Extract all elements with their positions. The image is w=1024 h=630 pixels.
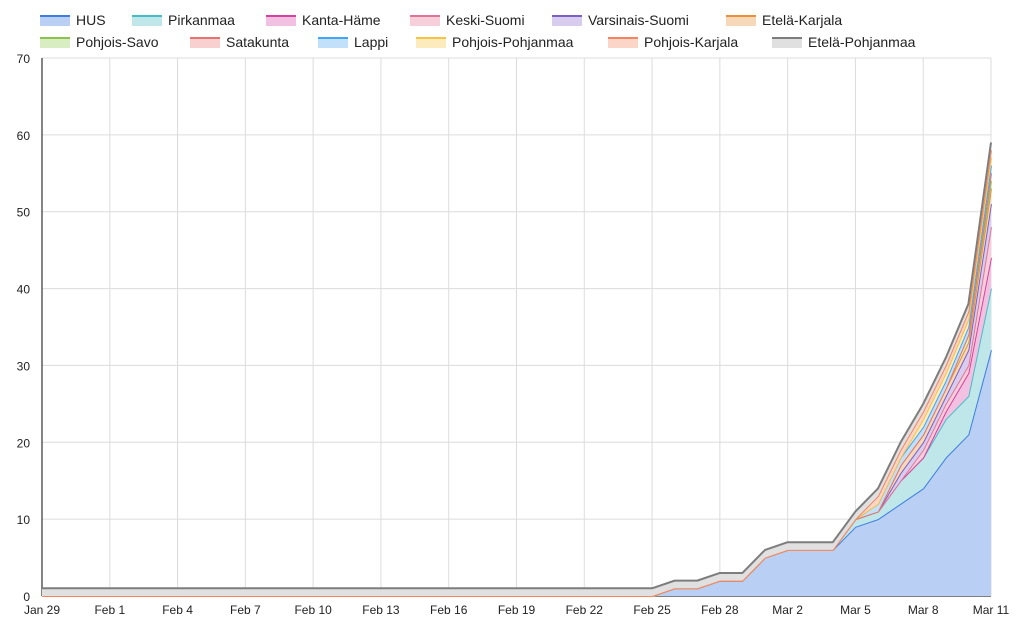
x-tick-label: Mar 11 [973,603,1010,617]
x-tick-label: Mar 5 [840,603,871,617]
legend-label: Satakunta [226,34,290,50]
legend-swatch [416,36,446,48]
legend-label: Keski-Suomi [446,12,525,28]
legend-label: HUS [76,12,106,28]
y-tick-label: 50 [17,206,31,220]
y-tick-label: 60 [17,129,31,143]
legend-item[interactable]: HUS [40,10,106,30]
x-tick-label: Feb 19 [498,603,536,617]
legend-label: Lappi [354,34,389,50]
legend-item[interactable]: Satakunta [190,32,289,52]
y-tick-label: 10 [17,513,31,527]
x-tick-label: Feb 25 [633,603,671,617]
legend-item[interactable]: Pohjois-Karjala [608,32,738,52]
legend-label: Etelä-Karjala [762,12,843,28]
area-hus [42,350,991,596]
y-tick-label: 70 [17,52,31,66]
legend-item[interactable]: Pohjois-Savo [40,32,159,52]
x-tick-label: Feb 10 [294,603,332,617]
x-tick-label: Jan 29 [24,603,60,617]
x-tick-label: Feb 7 [230,603,261,617]
legend-label: Etelä-Pohjanmaa [808,34,916,50]
legend-swatch [772,36,802,48]
legend-swatch [40,14,70,26]
legend-label: Pohjois-Savo [76,34,159,50]
legend-item[interactable]: Varsinais-Suomi [552,10,689,30]
legend-swatch [608,36,638,48]
y-tick-label: 20 [17,436,31,450]
legend-swatch [726,14,756,26]
legend: HUS Pirkanmaa Kanta-Häme Keski-Suomi Varsina… [0,10,1024,56]
y-tick-label: 30 [17,359,31,373]
x-tick-label: Feb 16 [430,603,468,617]
x-tick-label: Mar 8 [908,603,939,617]
y-tick-label: 0 [23,590,30,604]
legend-item[interactable]: Pirkanmaa [132,10,235,30]
legend-swatch [266,14,296,26]
legend-item[interactable]: Etelä-Pohjanmaa [772,32,915,52]
legend-label: Kanta-Häme [302,12,381,28]
legend-swatch [190,36,220,48]
legend-label: Varsinais-Suomi [588,12,689,28]
x-tick-label: Feb 28 [701,603,739,617]
legend-swatch [318,36,348,48]
legend-label: Pirkanmaa [168,12,235,28]
series-line-etel-pohjanmaa [42,142,992,590]
legend-item[interactable]: Keski-Suomi [410,10,525,30]
x-tick-label: Feb 22 [566,603,604,617]
legend-label: Pohjois-Karjala [644,34,739,50]
legend-swatch [132,14,162,26]
legend-item[interactable]: Kanta-Häme [266,10,381,30]
x-tick-label: Feb 4 [162,603,193,617]
legend-item[interactable]: Etelä-Karjala [726,10,842,30]
x-tick-label: Mar 2 [772,603,803,617]
legend-item[interactable]: Lappi [318,32,388,52]
legend-label: Pohjois-Pohjanmaa [452,34,574,50]
x-tick-label: Feb 13 [362,603,400,617]
x-tick-label: Feb 1 [94,603,125,617]
legend-swatch [552,14,582,26]
legend-item[interactable]: Pohjois-Pohjanmaa [416,32,573,52]
y-tick-label: 40 [17,283,31,297]
legend-swatch [40,36,70,48]
legend-swatch [410,14,440,26]
